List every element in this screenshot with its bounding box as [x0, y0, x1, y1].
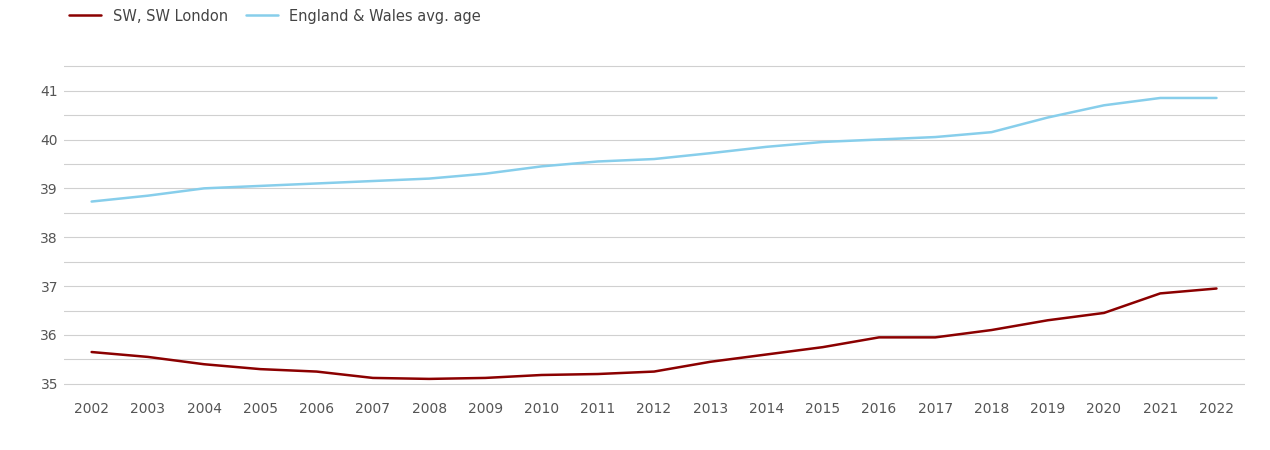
England & Wales avg. age	[1040, 115, 1055, 120]
SW, SW London	[702, 359, 718, 364]
England & Wales avg. age	[984, 130, 999, 135]
Line: England & Wales avg. age: England & Wales avg. age	[91, 98, 1217, 202]
SW, SW London	[309, 369, 324, 374]
SW, SW London	[646, 369, 662, 374]
SW, SW London	[815, 344, 831, 350]
England & Wales avg. age	[253, 183, 268, 189]
England & Wales avg. age	[422, 176, 437, 181]
SW, SW London	[591, 371, 606, 377]
Legend: SW, SW London, England & Wales avg. age: SW, SW London, England & Wales avg. age	[64, 3, 486, 29]
England & Wales avg. age	[84, 199, 99, 204]
SW, SW London	[759, 352, 775, 357]
SW, SW London	[1209, 286, 1224, 291]
England & Wales avg. age	[591, 159, 606, 164]
England & Wales avg. age	[366, 178, 381, 184]
England & Wales avg. age	[197, 186, 212, 191]
SW, SW London	[253, 366, 268, 372]
England & Wales avg. age	[871, 137, 886, 142]
SW, SW London	[366, 375, 381, 381]
England & Wales avg. age	[646, 156, 662, 162]
England & Wales avg. age	[759, 144, 775, 149]
England & Wales avg. age	[1209, 95, 1224, 101]
SW, SW London	[140, 354, 155, 360]
SW, SW London	[197, 361, 212, 367]
SW, SW London	[1040, 318, 1055, 323]
SW, SW London	[422, 376, 437, 382]
England & Wales avg. age	[927, 135, 942, 140]
SW, SW London	[927, 335, 942, 340]
England & Wales avg. age	[533, 164, 549, 169]
SW, SW London	[1153, 291, 1168, 296]
England & Wales avg. age	[1096, 103, 1111, 108]
SW, SW London	[984, 327, 999, 333]
SW, SW London	[533, 372, 549, 378]
England & Wales avg. age	[702, 150, 718, 156]
SW, SW London	[1096, 310, 1111, 315]
SW, SW London	[84, 349, 99, 355]
England & Wales avg. age	[815, 139, 831, 144]
England & Wales avg. age	[309, 181, 324, 186]
England & Wales avg. age	[140, 193, 155, 198]
SW, SW London	[871, 335, 886, 340]
England & Wales avg. age	[1153, 95, 1168, 101]
Line: SW, SW London: SW, SW London	[91, 288, 1217, 379]
England & Wales avg. age	[478, 171, 493, 176]
SW, SW London	[478, 375, 493, 381]
